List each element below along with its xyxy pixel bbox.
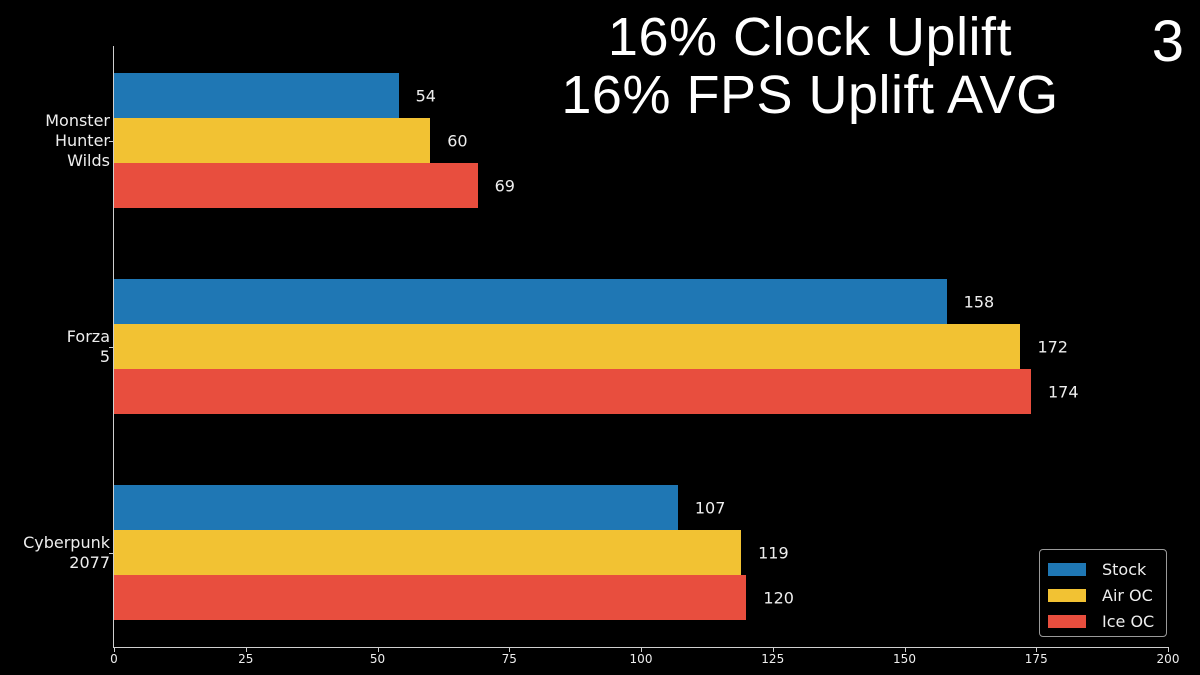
legend-item-ice-oc: Ice OC bbox=[1048, 608, 1158, 634]
x-tick bbox=[1168, 648, 1169, 652]
category-label: Forza 5 bbox=[66, 326, 110, 366]
x-tick-label: 125 bbox=[761, 652, 785, 666]
x-tick bbox=[114, 648, 115, 652]
x-tick-label: 75 bbox=[501, 652, 517, 666]
y-axis-line bbox=[113, 46, 114, 648]
legend-swatch-air-oc bbox=[1048, 588, 1086, 602]
legend-swatch-ice-oc bbox=[1048, 614, 1086, 628]
x-tick bbox=[509, 648, 511, 652]
bar-value-label: 54 bbox=[415, 86, 436, 105]
bar-ice-oc bbox=[114, 163, 478, 208]
y-tick bbox=[109, 346, 113, 348]
x-tick bbox=[904, 648, 906, 652]
bar-air-oc bbox=[114, 118, 431, 163]
x-axis-line bbox=[113, 647, 1169, 648]
x-tick-label: 175 bbox=[1024, 652, 1048, 666]
bar-air-oc bbox=[114, 530, 742, 575]
title-line-2: 16% FPS Uplift AVG bbox=[561, 65, 1059, 125]
x-tick-label: 50 bbox=[369, 652, 386, 666]
x-tick-label: 200 bbox=[1156, 652, 1180, 666]
legend: Stock Air OC Ice OC bbox=[1039, 549, 1167, 637]
bar-value-label: 119 bbox=[758, 543, 789, 562]
legend-label: Stock bbox=[1102, 559, 1147, 579]
bar-value-label: 69 bbox=[494, 176, 515, 195]
category-label: Cyberpunk 2077 bbox=[23, 532, 110, 572]
slide-number: 3 bbox=[1151, 9, 1184, 74]
y-tick bbox=[109, 552, 113, 554]
legend-label: Ice OC bbox=[1102, 611, 1155, 631]
x-tick bbox=[245, 648, 247, 652]
x-tick bbox=[772, 648, 774, 652]
title-line-1: 16% Clock Uplift bbox=[607, 7, 1013, 67]
x-tick-label: 150 bbox=[893, 652, 916, 666]
x-tick-label: 25 bbox=[238, 652, 254, 666]
legend-label: Air OC bbox=[1102, 585, 1153, 605]
legend-item-air-oc: Air OC bbox=[1048, 582, 1158, 608]
bar-value-label: 174 bbox=[1047, 382, 1079, 401]
x-tick bbox=[1036, 648, 1038, 652]
bar-stock bbox=[114, 485, 678, 530]
x-tick-label: 100 bbox=[629, 652, 653, 666]
bar-value-label: 107 bbox=[694, 498, 726, 517]
y-tick bbox=[109, 140, 113, 142]
chart-title: 16% Clock Uplift 16% FPS Uplift AVG bbox=[480, 8, 1140, 124]
plot-area: 54 60 69 158 172 174 107 119 120 bbox=[114, 46, 1168, 620]
legend-item-stock: Stock bbox=[1048, 556, 1158, 582]
bar-ice-oc bbox=[114, 575, 747, 620]
bar-ice-oc bbox=[114, 369, 1031, 414]
bar-air-oc bbox=[114, 324, 1021, 369]
bar-stock bbox=[114, 279, 947, 324]
bar-stock bbox=[114, 73, 399, 118]
category-label: Monster Hunter Wilds bbox=[45, 110, 110, 170]
bar-value-label: 158 bbox=[963, 292, 995, 311]
bar-value-label: 120 bbox=[763, 588, 794, 607]
x-tick bbox=[377, 648, 379, 652]
legend-swatch-stock bbox=[1048, 562, 1086, 576]
bar-value-label: 60 bbox=[447, 131, 468, 150]
bar-value-label: 172 bbox=[1037, 337, 1068, 356]
x-tick bbox=[641, 648, 642, 652]
x-tick-label: 0 bbox=[110, 652, 118, 666]
